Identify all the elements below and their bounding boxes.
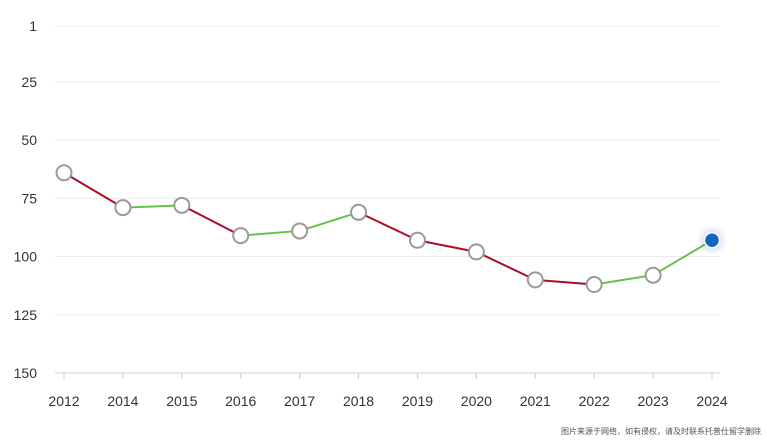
x-axis: 2012 2014 2015 2016 2017 2018 2019 2020 2021 2022… (48, 372, 728, 409)
x-tick-label: 2019 (402, 393, 433, 409)
line-segment (299, 211, 359, 232)
data-point[interactable] (232, 227, 250, 245)
data-point[interactable] (644, 266, 662, 284)
data-point[interactable] (350, 203, 368, 221)
line-segment (358, 211, 418, 242)
data-point[interactable] (114, 199, 132, 217)
line-segment (122, 204, 182, 209)
x-tick-label: 2021 (520, 393, 551, 409)
x-tick-label: 2020 (461, 393, 492, 409)
x-tick-label: 2022 (579, 393, 610, 409)
y-tick-label: 1 (29, 18, 37, 34)
data-point-highlighted[interactable] (703, 232, 721, 249)
y-tick-label: 125 (14, 307, 38, 323)
series-points (55, 164, 727, 294)
line-segment (417, 239, 477, 253)
y-tick-label: 25 (21, 74, 37, 90)
line-segment (594, 274, 654, 286)
data-point[interactable] (408, 231, 426, 249)
line-segment (475, 250, 536, 281)
data-point[interactable] (173, 196, 191, 214)
x-tick-label: 2018 (343, 393, 374, 409)
watermark-text: 图片来源于网络，如有侵权，请及时联系托普仕留学删除 (561, 427, 761, 436)
line-segment (63, 171, 124, 209)
y-tick-label: 75 (21, 190, 37, 206)
data-point[interactable] (291, 222, 309, 240)
grid-lines (55, 25, 720, 316)
y-tick-label: 150 (14, 365, 38, 381)
x-tick-label: 2014 (107, 393, 138, 409)
data-point[interactable] (585, 276, 603, 294)
x-tick-label: 2023 (638, 393, 669, 409)
data-point[interactable] (467, 243, 485, 261)
data-point[interactable] (526, 271, 544, 289)
y-tick-label: 50 (21, 132, 37, 148)
x-tick-label: 2024 (696, 393, 727, 409)
line-segment (535, 278, 595, 286)
x-tick-label: 2012 (48, 393, 79, 409)
y-tick-label: 100 (14, 249, 38, 265)
x-tick-label: 2016 (225, 393, 256, 409)
line-segment (181, 204, 242, 237)
series-line (63, 171, 713, 286)
data-point[interactable] (55, 164, 73, 182)
x-tick-label: 2015 (166, 393, 197, 409)
x-tick-label: 2017 (284, 393, 315, 409)
line-segment (240, 229, 300, 237)
